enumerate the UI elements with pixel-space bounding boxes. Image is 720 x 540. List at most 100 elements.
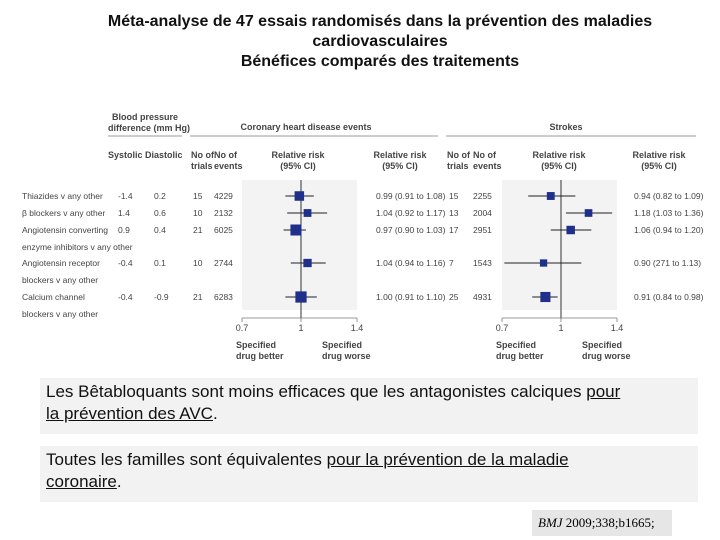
events-value: 2132 (214, 208, 233, 218)
col-header-trials-2: trials (191, 161, 213, 171)
col-header-rr-plot-2: (95% CI) (280, 161, 316, 171)
point-estimate (546, 192, 555, 200)
events-value: 2744 (214, 258, 233, 268)
point-estimate (303, 209, 312, 217)
x-tick-label: 0.7 (496, 323, 509, 333)
trials-value: 10 (193, 258, 203, 268)
systolic-value: -1.4 (118, 191, 133, 201)
col-header-trials: No of (447, 150, 471, 160)
col-header-rr-text-2: (95% CI) (641, 161, 677, 171)
rr-label: 1.18 (1.03 to 1.36) (634, 208, 704, 218)
trials-value: 7 (449, 258, 454, 268)
col-header-diastolic: Diastolic (145, 150, 183, 160)
events-value: 4229 (214, 191, 233, 201)
col-header-rr-text-2: (95% CI) (382, 161, 418, 171)
col-header-rr-text: Relative risk (373, 150, 427, 160)
diastolic-value: 0.6 (154, 208, 166, 218)
comment2-text: Toutes les familles sont équivalentes (46, 450, 327, 469)
row-label: blockers v any other (22, 309, 98, 319)
point-estimate (540, 291, 551, 303)
x-tick-label: 1 (298, 323, 303, 333)
point-estimate (290, 224, 302, 236)
point-estimate (303, 258, 312, 268)
comment1-text: Les Bêtabloquants sont moins efficaces q… (46, 382, 587, 401)
panel-header: Coronary heart disease events (240, 122, 371, 132)
diastolic-value: 0.1 (154, 258, 166, 268)
comment2-underline-2: coronaire (46, 472, 117, 491)
col-header-events-2: events (473, 161, 502, 171)
comment-betablockers: Les Bêtabloquants sont moins efficaces q… (40, 378, 698, 434)
footer-right: Specified (322, 340, 362, 350)
bp-header-line-1: Blood pressure (112, 112, 178, 122)
x-tick-label: 1 (558, 323, 563, 333)
bp-header-line-2: difference (mm Hg) (108, 123, 190, 133)
rr-label: 1.00 (0.91 to 1.10) (376, 292, 446, 302)
trials-value: 21 (193, 292, 203, 302)
comment1-end: . (212, 404, 218, 423)
col-header-systolic: Systolic (108, 150, 143, 160)
point-estimate (584, 209, 593, 217)
row-label: Angiotensin receptor (22, 258, 100, 268)
citation: BMJ 2009;338;b1665; (532, 510, 672, 536)
trials-value: 15 (193, 191, 203, 201)
plot-background (242, 180, 357, 310)
trials-value: 17 (449, 225, 459, 235)
diastolic-value: -0.9 (154, 292, 169, 302)
col-header-rr-plot-2: (95% CI) (541, 161, 577, 171)
footer-left-2: drug better (236, 351, 284, 361)
events-value: 6283 (214, 292, 233, 302)
rr-label: 0.91 (0.84 to 0.98) (634, 292, 704, 302)
systolic-value: -0.4 (118, 292, 133, 302)
footer-right-2: drug worse (582, 351, 631, 361)
rr-label: 0.99 (0.91 to 1.08) (376, 191, 446, 201)
citation-journal: BMJ (538, 515, 563, 530)
footer-left: Specified (236, 340, 276, 350)
events-value: 4931 (473, 292, 492, 302)
row-label: blockers v any other (22, 275, 98, 285)
row-label: Calcium channel (22, 292, 85, 302)
trials-value: 13 (449, 208, 459, 218)
comment1-underline-2: la prévention des AVC (46, 404, 213, 423)
footer-left-2: drug better (496, 351, 544, 361)
point-estimate (566, 225, 575, 235)
title-line-1: Méta-analyse de 47 essais randomisés dan… (107, 13, 653, 30)
col-header-events: No of (473, 150, 497, 160)
rr-label: 0.97 (0.90 to 1.03) (376, 225, 446, 235)
row-label: β blockers v any other (22, 208, 105, 218)
rr-label: 1.04 (0.92 to 1.17) (376, 208, 446, 218)
point-estimate (294, 191, 305, 201)
diastolic-value: 0.2 (154, 191, 166, 201)
trials-value: 15 (449, 191, 459, 201)
events-value: 2255 (473, 191, 492, 201)
systolic-value: 0.9 (118, 225, 130, 235)
rr-label: 0.90 (271 to 1.13) (634, 258, 701, 268)
diastolic-value: 0.4 (154, 225, 166, 235)
panel-header: Strokes (549, 122, 582, 132)
events-value: 2004 (473, 208, 492, 218)
comment2-end: . (116, 472, 122, 491)
footer-right-2: drug worse (322, 351, 371, 361)
comment2-underline-1: pour la prévention de la maladie (326, 450, 569, 469)
title-line-2: cardiovasculaires (312, 33, 448, 50)
citation-ref: 2009;338;b1665; (562, 515, 655, 530)
footer-right: Specified (582, 340, 622, 350)
col-header-trials-2: trials (447, 161, 469, 171)
trials-value: 21 (193, 225, 203, 235)
row-label: Thiazides v any other (22, 191, 103, 201)
systolic-value: 1.4 (118, 208, 130, 218)
events-value: 1543 (473, 258, 492, 268)
trials-value: 25 (449, 292, 459, 302)
col-header-events-2: events (214, 161, 243, 171)
rr-label: 1.04 (0.94 to 1.16) (376, 258, 446, 268)
row-label: Angiotensin converting (22, 225, 108, 235)
col-header-rr-text: Relative risk (632, 150, 686, 160)
systolic-value: -0.4 (118, 258, 133, 268)
col-header-events: No of (214, 150, 238, 160)
point-estimate (295, 291, 307, 303)
comment-all-classes: Toutes les familles sont équivalentes po… (40, 446, 698, 502)
row-label: enzyme inhibitors v any other (22, 242, 133, 252)
col-header-trials: No of (191, 150, 215, 160)
x-tick-label: 1.4 (351, 323, 364, 333)
title-line-3: Bénéfices comparés des traitements (240, 53, 520, 70)
